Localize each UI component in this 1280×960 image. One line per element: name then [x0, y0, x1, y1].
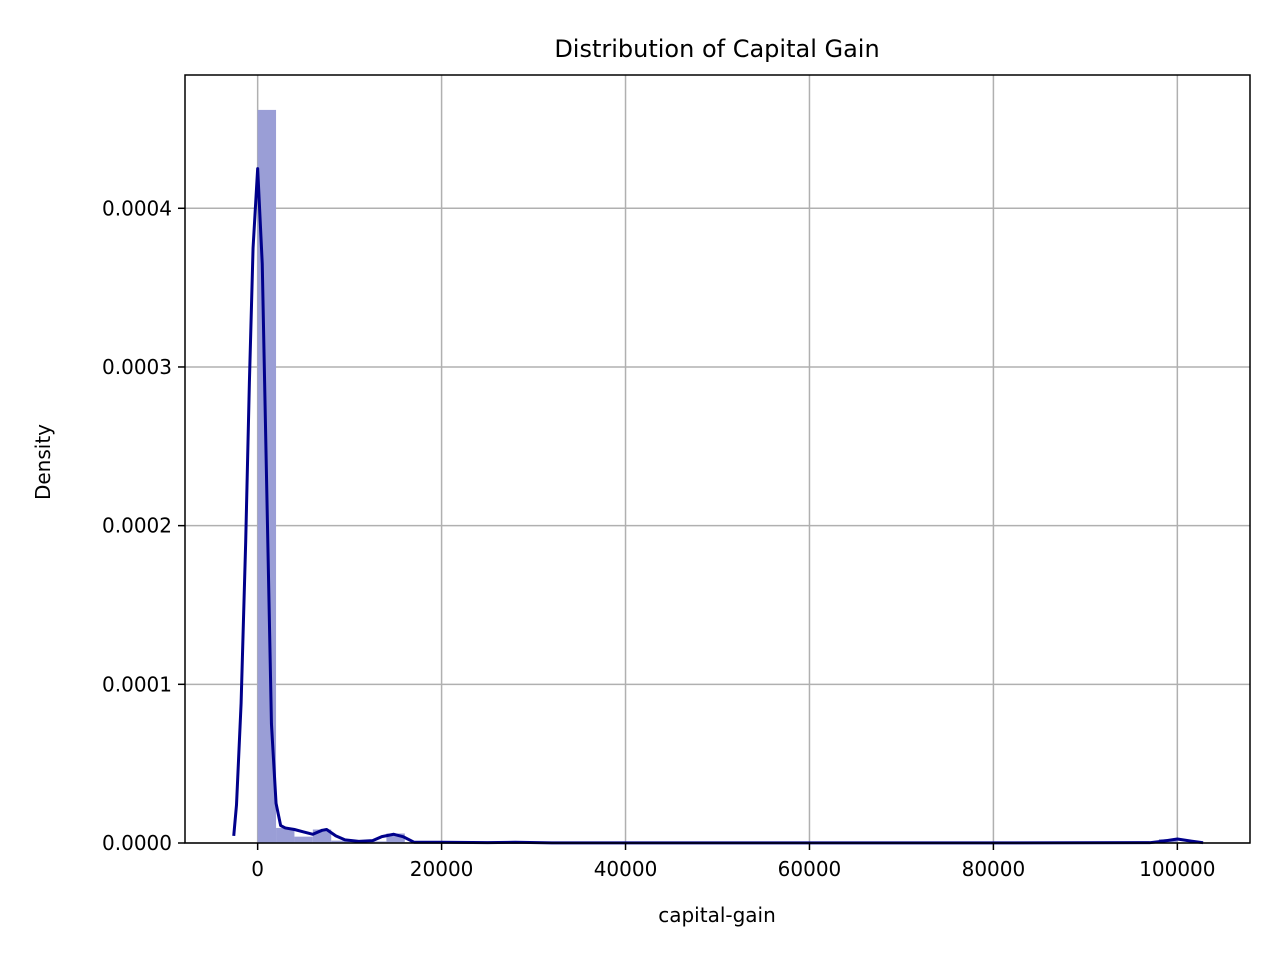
plot-frame [184, 74, 1251, 844]
x-tick-label: 60000 [778, 857, 842, 881]
histogram-bar [331, 840, 350, 843]
x-axis: 0 20000 40000 60000 80000 100000 [251, 843, 1216, 881]
histogram-bar [368, 841, 387, 843]
x-tick-label: 40000 [594, 857, 658, 881]
histogram-bar [294, 836, 313, 843]
y-tick-label: 0.0004 [102, 196, 172, 220]
x-axis-label: capital-gain [658, 903, 776, 927]
y-axis: 0.0000 0.0001 0.0002 0.0003 0.0004 [102, 196, 185, 855]
y-tick-label: 0.0003 [102, 355, 172, 379]
y-tick-label: 0.0001 [102, 672, 172, 696]
x-tick-label: 100000 [1139, 857, 1215, 881]
x-tick-label: 0 [251, 857, 264, 881]
x-tick-label: 20000 [410, 857, 474, 881]
y-axis-label: Density [31, 424, 55, 500]
y-tick-label: 0.0000 [102, 831, 172, 855]
histogram-bar [386, 833, 405, 843]
histogram-bar [276, 827, 295, 843]
x-tick-label: 80000 [962, 857, 1026, 881]
chart-title: Distribution of Capital Gain [554, 35, 879, 63]
y-tick-label: 0.0002 [102, 514, 172, 538]
